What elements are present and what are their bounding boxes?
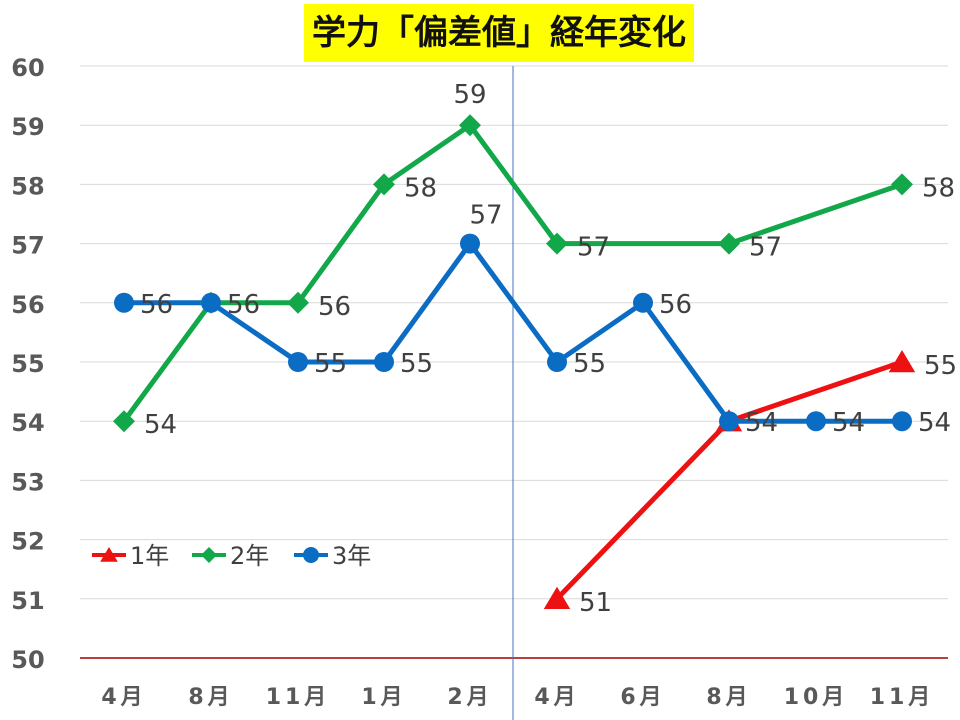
y-tick-label-60: 60: [11, 54, 44, 82]
data-label-s3-5: 57: [469, 201, 502, 231]
y-tick-label-52: 52: [11, 528, 44, 556]
data-point-s2-8: [718, 232, 740, 255]
data-label-s3-9: 54: [832, 408, 865, 438]
y-tick-label-53: 53: [11, 468, 44, 496]
data-point-s1-10: [888, 350, 916, 373]
data-label-s3-1: 56: [140, 290, 173, 320]
data-label-s3-8: 54: [745, 408, 778, 438]
y-tick-label-59: 59: [11, 113, 44, 141]
data-label-s2-6: 57: [577, 233, 610, 263]
data-label-s3-7: 56: [659, 290, 692, 320]
data-point-s2-1: [113, 410, 135, 433]
legend-label-2: 2年: [230, 542, 269, 570]
data-point-s3-5: [460, 233, 480, 254]
data-label-s2-1: 54: [144, 410, 177, 440]
y-tick-label-50: 50: [11, 646, 44, 674]
data-point-s3-1: [114, 292, 134, 313]
data-label-s3-10: 54: [918, 408, 951, 438]
x-tick-label-8: 8月: [706, 685, 751, 710]
series-line-3: [124, 241, 902, 424]
data-point-s3-8: [719, 411, 739, 432]
x-tick-label-1: 4月: [101, 685, 146, 710]
y-tick-label-51: 51: [11, 587, 44, 615]
data-label-s2-10: 58: [922, 173, 955, 203]
data-point-s3-3: [288, 352, 308, 372]
data-label-s2-5: 59: [453, 80, 486, 110]
data-point-s3-6: [547, 352, 567, 372]
legend-marker-3: [303, 547, 319, 563]
legend-label-1: 1年: [130, 542, 169, 570]
data-point-s3-2: [201, 292, 221, 313]
data-label-s3-6: 55: [573, 349, 606, 379]
data-label-s1-10: 55: [924, 351, 957, 381]
x-tick-label-5: 2月: [447, 685, 492, 710]
data-label-s2-4: 58: [404, 173, 437, 203]
y-tick-label-58: 58: [11, 172, 44, 200]
x-tick-label-9: 10月: [784, 685, 849, 710]
legend-marker-2: [201, 547, 217, 563]
x-tick-label-4: 1月: [361, 685, 406, 710]
data-label-s2-3: 56: [318, 292, 351, 322]
data-point-s3-4: [374, 352, 394, 372]
data-label-s1-6: 51: [579, 588, 612, 618]
x-tick-label-3: 11月: [266, 685, 331, 710]
x-tick-label-7: 6月: [620, 685, 665, 710]
y-tick-label-56: 56: [11, 291, 44, 319]
legend-marker-1: [100, 547, 118, 562]
data-point-s2-6: [546, 232, 568, 255]
data-point-s3-9: [806, 411, 826, 432]
data-point-s1-6: [543, 586, 571, 609]
series-line-2: [121, 122, 903, 423]
data-point-s2-5: [459, 114, 481, 137]
data-label-s3-2: 56: [227, 290, 260, 320]
data-point-s2-4: [373, 173, 395, 196]
y-tick-label-57: 57: [11, 232, 44, 260]
chart-title: 学力「偏差値」経年変化: [304, 4, 694, 62]
data-label-s3-3: 55: [314, 349, 347, 379]
data-point-s3-7: [633, 292, 653, 313]
x-tick-label-10: 11月: [870, 685, 935, 710]
x-tick-label-6: 4月: [534, 685, 579, 710]
y-tick-label-54: 54: [11, 409, 44, 437]
data-point-s2-3: [287, 291, 309, 314]
x-tick-label-2: 8月: [188, 685, 233, 710]
data-label-s3-4: 55: [400, 349, 433, 379]
y-tick-label-55: 55: [11, 350, 44, 378]
data-point-s2-10: [891, 173, 913, 196]
data-point-s3-10: [892, 411, 912, 432]
legend-label-3: 3年: [332, 542, 371, 570]
data-label-s2-8: 57: [749, 233, 782, 263]
